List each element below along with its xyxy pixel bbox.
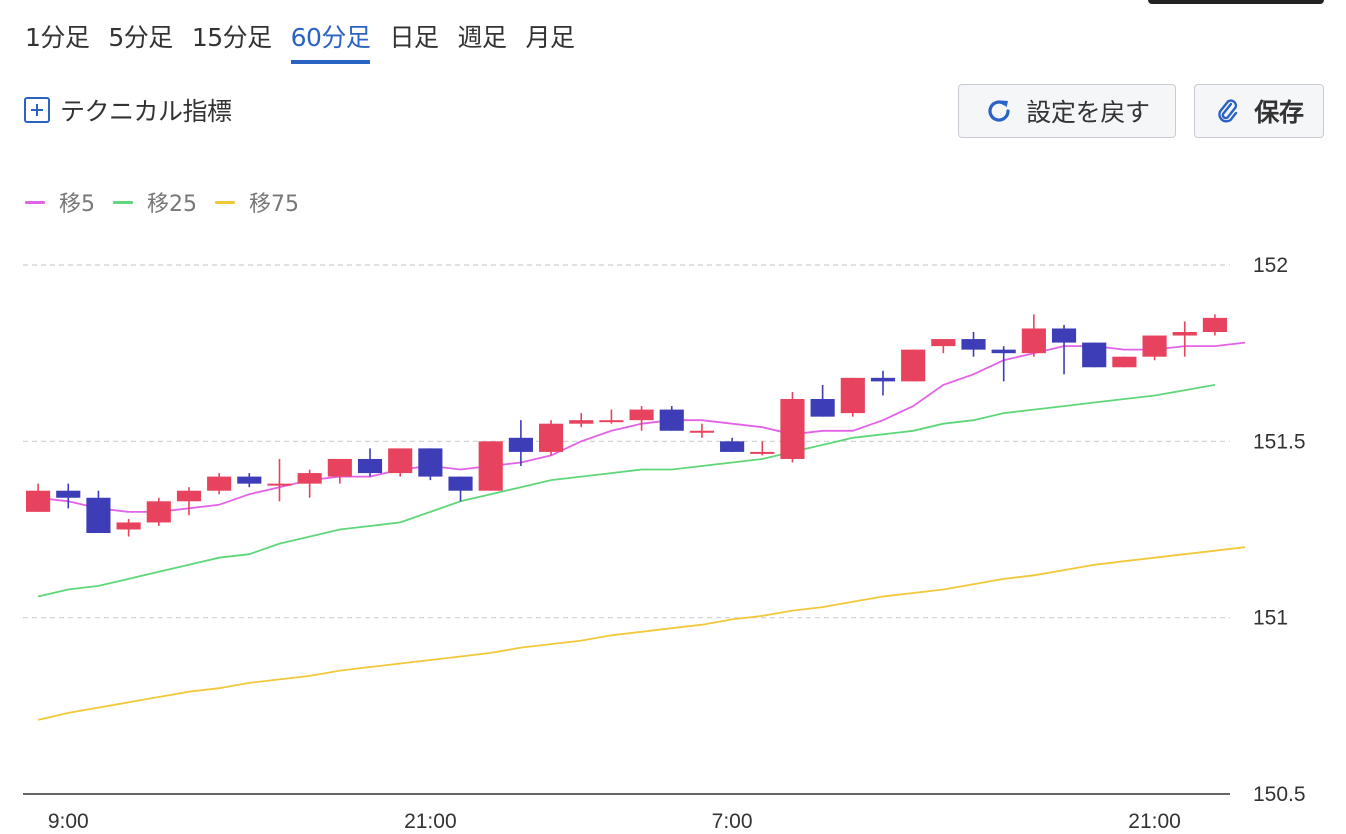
moving-average-line bbox=[37, 546, 1246, 721]
candle-body bbox=[267, 483, 292, 486]
legend-ma25-label: 移25 bbox=[147, 192, 197, 217]
candle-body bbox=[146, 501, 171, 523]
tab-monthly[interactable]: 月足 bbox=[525, 23, 575, 52]
candle-body bbox=[599, 420, 624, 423]
candle-body bbox=[1112, 356, 1137, 368]
candle-body bbox=[870, 377, 896, 382]
candle-body bbox=[508, 437, 533, 452]
technical-indicator-button[interactable]: テクニカル指標 bbox=[24, 92, 232, 128]
timeframe-tabs: 1分足 5分足 15分足 60分足 日足 週足 月足 bbox=[25, 18, 593, 68]
legend-ma75-swatch bbox=[215, 200, 235, 204]
paperclip-icon bbox=[1218, 99, 1238, 123]
candle-body bbox=[689, 430, 715, 433]
reset-settings-label: 設定を戻す bbox=[1026, 98, 1150, 127]
candle-body bbox=[1051, 328, 1077, 343]
candle-body bbox=[1021, 328, 1046, 354]
candle-body bbox=[1172, 332, 1197, 336]
tab-15min[interactable]: 15分足 bbox=[191, 23, 272, 52]
candle-body bbox=[448, 476, 473, 491]
candle-body bbox=[116, 522, 141, 530]
reset-settings-button[interactable]: 設定を戻す bbox=[958, 84, 1176, 138]
technical-indicator-label: テクニカル指標 bbox=[60, 97, 232, 126]
candle-body bbox=[1142, 335, 1167, 357]
y-tick-label: 150.5 bbox=[1253, 783, 1306, 806]
x-tick-label: 21:00 bbox=[404, 810, 457, 833]
candle-body bbox=[901, 349, 926, 382]
tab-weekly[interactable]: 週足 bbox=[457, 23, 507, 52]
candle-body bbox=[810, 399, 835, 417]
x-tick-label: 9:00 bbox=[48, 810, 89, 833]
candle-body bbox=[176, 490, 202, 502]
candle-body bbox=[357, 458, 383, 474]
tab-5min[interactable]: 5分足 bbox=[108, 23, 173, 52]
legend-ma25: 移25 bbox=[113, 186, 197, 218]
y-tick-label: 152 bbox=[1253, 254, 1288, 277]
candle-body bbox=[961, 339, 986, 350]
candle-body bbox=[780, 399, 805, 459]
candle-body bbox=[659, 409, 684, 431]
candle-body bbox=[86, 497, 111, 534]
legend-ma25-swatch bbox=[113, 200, 133, 204]
candle-body bbox=[297, 473, 322, 484]
y-tick-label: 151 bbox=[1253, 607, 1288, 630]
candle-body bbox=[931, 339, 956, 347]
x-tick-label: 21:00 bbox=[1128, 810, 1181, 833]
x-tick-label: 7:00 bbox=[712, 810, 753, 833]
legend-ma5-label: 移5 bbox=[59, 192, 95, 217]
candle-body bbox=[237, 476, 262, 484]
candle-body bbox=[1202, 317, 1227, 333]
legend-ma75-label: 移75 bbox=[249, 192, 299, 217]
candle-body bbox=[478, 441, 503, 491]
plus-square-icon bbox=[24, 97, 50, 123]
save-button[interactable]: 保存 bbox=[1194, 84, 1324, 138]
candle-body bbox=[720, 441, 745, 452]
candle-body bbox=[388, 448, 413, 474]
candle-body bbox=[840, 377, 865, 414]
save-label: 保存 bbox=[1254, 98, 1304, 127]
legend-ma5-swatch bbox=[25, 200, 45, 204]
tab-1min[interactable]: 1分足 bbox=[25, 23, 90, 52]
candle-body bbox=[629, 409, 654, 421]
legend-ma5: 移5 bbox=[25, 186, 95, 218]
candle-body bbox=[750, 451, 775, 454]
candle-body bbox=[1082, 342, 1107, 368]
candle-body bbox=[991, 349, 1016, 354]
header-edge bbox=[1148, 0, 1324, 4]
chart-legend: 移5 移25 移75 bbox=[25, 186, 317, 218]
moving-average-line bbox=[37, 384, 1216, 598]
refresh-icon bbox=[988, 100, 1010, 122]
legend-ma75: 移75 bbox=[215, 186, 299, 218]
candle-body bbox=[418, 448, 443, 477]
candle-body bbox=[569, 420, 594, 424]
tab-daily[interactable]: 日足 bbox=[389, 23, 439, 52]
candle-body bbox=[207, 476, 232, 491]
candle-body bbox=[56, 490, 81, 498]
candle-body bbox=[538, 423, 564, 452]
tab-60min[interactable]: 60分足 bbox=[290, 18, 371, 64]
candle-body bbox=[26, 490, 51, 512]
candlestick-chart[interactable]: 152 151.5 151 150.5 9:00 21:00 7:00 21:00 bbox=[0, 240, 1346, 834]
candle-body bbox=[327, 458, 352, 477]
y-tick-label: 151.5 bbox=[1253, 430, 1306, 453]
